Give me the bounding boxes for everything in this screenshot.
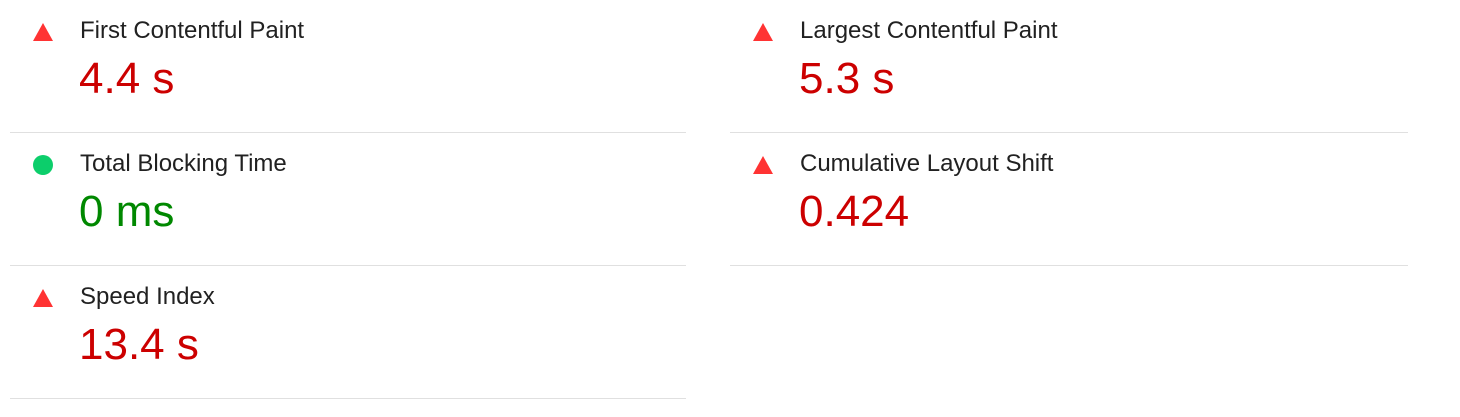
metric-total-blocking-time: Total Blocking Time 0 ms [10,133,686,266]
metric-label: Total Blocking Time [80,150,287,177]
metric-value: 4.4 s [79,54,175,103]
metrics-column-right: Largest Contentful Paint 5.3 s Cumulativ… [730,0,1408,266]
metric-label: Cumulative Layout Shift [800,150,1054,177]
metric-label: Largest Contentful Paint [800,17,1058,44]
metric-cumulative-layout-shift: Cumulative Layout Shift 0.424 [730,133,1408,266]
metric-first-contentful-paint: First Contentful Paint 4.4 s [10,0,686,133]
metric-speed-index: Speed Index 13.4 s [10,266,686,399]
triangle-icon [32,22,54,42]
circle-icon [32,155,54,175]
triangle-icon [32,288,54,308]
metric-label: Speed Index [80,283,215,310]
metric-value: 5.3 s [799,54,895,103]
triangle-icon [752,22,774,42]
metrics-column-left: First Contentful Paint 4.4 s Total Block… [10,0,686,399]
metric-value: 0 ms [79,187,175,236]
metric-largest-contentful-paint: Largest Contentful Paint 5.3 s [730,0,1408,133]
metric-value: 13.4 s [79,320,199,369]
triangle-icon [752,155,774,175]
metric-value: 0.424 [799,187,910,236]
metric-label: First Contentful Paint [80,17,305,44]
